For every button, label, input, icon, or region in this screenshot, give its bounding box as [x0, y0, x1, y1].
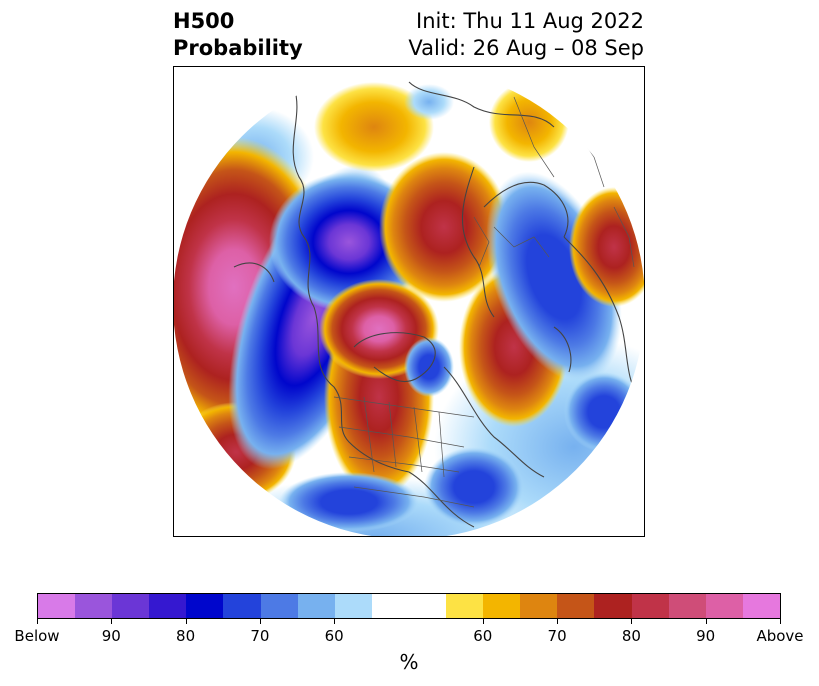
- colorbar-swatch: [75, 594, 113, 618]
- colorbar-tick-label: 80: [176, 627, 196, 645]
- colorbar-swatch: [668, 594, 706, 618]
- colorbar-swatch: [297, 594, 335, 618]
- map-dates: Init: Thu 11 Aug 2022 Valid: 26 Aug – 08…: [408, 8, 644, 62]
- colorbar-tick-label: 80: [621, 627, 641, 645]
- colorbar-tick-label: 60: [473, 627, 493, 645]
- colorbar-tick: [259, 619, 261, 624]
- colorbar-swatch: [557, 594, 595, 618]
- valid-date: Valid: 26 Aug – 08 Sep: [408, 36, 644, 60]
- political-borders: [333, 96, 635, 508]
- colorbar-swatch: [483, 594, 521, 618]
- colorbar-tick: [705, 619, 707, 624]
- init-date: Init: Thu 11 Aug 2022: [416, 9, 644, 33]
- colorbar-swatch: [38, 594, 76, 618]
- colorbar-tick: [37, 619, 38, 624]
- colorbar-swatch: [186, 594, 224, 618]
- map-title: H500 Probability: [173, 8, 303, 62]
- colorbar-tick-label: Below: [14, 627, 60, 645]
- colorbar-tick: [111, 619, 113, 624]
- colorbar-swatch: [149, 594, 187, 618]
- colorbar-swatch: [594, 594, 632, 618]
- product-label: Probability: [173, 36, 303, 60]
- colorbar-tick-label: 70: [547, 627, 567, 645]
- colorbar-swatch: [223, 594, 261, 618]
- colorbar-swatch: [371, 594, 409, 618]
- colorbar-swatch: [408, 594, 447, 618]
- colorbar-tick-label: 90: [101, 627, 121, 645]
- colorbar-tick-label: Above: [756, 627, 804, 645]
- colorbar-tick-label: 70: [250, 627, 270, 645]
- colorbar-unit: %: [399, 650, 419, 674]
- colorbar-tick: [631, 619, 633, 624]
- colorbar-tick: [185, 619, 187, 624]
- colorbar-tick-label: 60: [324, 627, 344, 645]
- colorbar-tick: [482, 619, 484, 624]
- colorbar-tick: [780, 619, 781, 624]
- anomaly-field: [174, 67, 644, 536]
- colorbar-swatch: [446, 594, 484, 618]
- colorbar-tick-label: 90: [696, 627, 716, 645]
- coastlines: [233, 81, 640, 528]
- colorbar-swatch: [334, 594, 372, 618]
- colorbar: [37, 593, 781, 619]
- colorbar-swatch: [631, 594, 669, 618]
- probability-map: [173, 66, 645, 537]
- colorbar-swatch: [520, 594, 558, 618]
- colorbar-tick: [557, 619, 559, 624]
- colorbar-swatch: [742, 594, 780, 618]
- map-canvas: [174, 67, 644, 536]
- colorbar-swatch: [705, 594, 743, 618]
- colorbar-swatch: [260, 594, 298, 618]
- colorbar-tick: [334, 619, 336, 624]
- colorbar-swatch: [112, 594, 150, 618]
- variable-label: H500: [173, 9, 235, 33]
